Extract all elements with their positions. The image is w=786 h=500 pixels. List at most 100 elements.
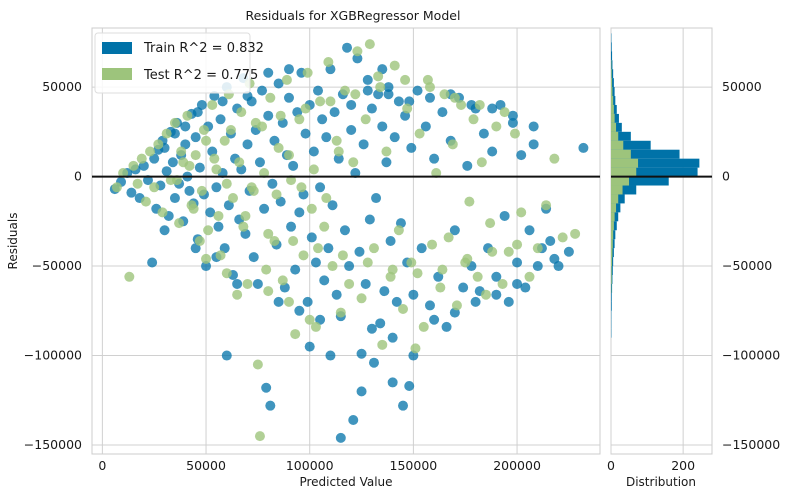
train-point xyxy=(424,300,435,311)
train-point xyxy=(466,99,477,110)
train-point xyxy=(408,289,419,300)
test-point xyxy=(410,343,421,354)
train-point xyxy=(147,257,158,268)
test-point xyxy=(418,321,429,332)
x-axis-title: Predicted Value xyxy=(299,475,392,489)
train-point xyxy=(205,207,216,218)
test-point xyxy=(319,221,330,232)
test-point xyxy=(451,300,462,311)
train-point xyxy=(192,107,203,118)
train-point xyxy=(209,91,220,102)
legend-train-r2: R^2 = 0.832 xyxy=(179,41,264,56)
train-point xyxy=(215,114,226,125)
test-point xyxy=(503,246,514,257)
test-point xyxy=(238,221,249,232)
train-point xyxy=(491,271,502,282)
train-point xyxy=(512,257,523,268)
histogram-test-bar xyxy=(611,167,637,177)
train-point xyxy=(313,85,324,96)
histogram-train-bar xyxy=(611,167,698,177)
train-point xyxy=(437,107,448,118)
train-point xyxy=(180,121,191,132)
test-point xyxy=(213,210,224,221)
legend-test-name: Test xyxy=(143,68,170,83)
train-point xyxy=(358,139,369,150)
histogram-y-tick-label: −150000 xyxy=(722,437,780,452)
train-point xyxy=(217,96,228,107)
test-point xyxy=(227,193,238,204)
test-point xyxy=(310,321,321,332)
train-point xyxy=(194,162,205,173)
train-point xyxy=(325,350,336,361)
histogram-test-bar xyxy=(611,149,631,159)
train-point xyxy=(290,264,301,275)
train-point xyxy=(383,89,394,100)
test-point xyxy=(412,268,423,279)
x-tick-label: 200000 xyxy=(493,458,541,473)
train-point xyxy=(308,146,319,157)
test-point xyxy=(456,99,467,110)
test-point xyxy=(118,167,129,178)
test-point xyxy=(400,74,411,85)
test-point xyxy=(265,92,276,103)
test-point xyxy=(368,243,379,254)
histogram-train-bar xyxy=(611,122,622,132)
histogram-test-bar xyxy=(611,113,615,123)
train-point xyxy=(470,296,481,307)
train-point xyxy=(362,74,373,85)
legend-test-r2: R^2 = 0.775 xyxy=(174,68,259,83)
test-point xyxy=(286,175,297,186)
test-point xyxy=(254,431,265,442)
legend-train-swatch xyxy=(102,42,132,54)
train-point xyxy=(379,286,390,297)
test-point xyxy=(549,153,560,164)
train-point xyxy=(242,91,253,102)
test-point xyxy=(207,99,218,110)
histogram-test-bar xyxy=(611,158,639,168)
histogram-test-bar xyxy=(611,221,614,231)
histogram-train-bar xyxy=(611,283,613,293)
histogram-y-tick-label: 50000 xyxy=(722,79,762,94)
test-point xyxy=(294,114,305,125)
histogram-test-bar xyxy=(611,69,612,79)
histogram-test-bar xyxy=(611,248,613,258)
train-point xyxy=(528,121,539,132)
test-point xyxy=(435,282,446,293)
train-point xyxy=(201,261,212,272)
train-point xyxy=(265,400,276,411)
train-point xyxy=(368,357,379,368)
histogram-panel: 0 200 50000 0 −50000 −100000 −150000 xyxy=(607,27,780,473)
histogram-frame xyxy=(610,27,713,455)
y-axis-title: Residuals xyxy=(6,213,20,270)
train-point xyxy=(424,92,435,103)
train-point xyxy=(366,323,377,334)
train-point xyxy=(257,85,268,96)
histogram-train-bar xyxy=(611,212,619,222)
main-plot-area: 0 50000 100000 150000 200000 50000 0 −50000 −10… xyxy=(24,27,601,473)
test-point xyxy=(219,135,230,146)
train-point xyxy=(553,261,564,272)
train-point xyxy=(398,400,409,411)
train-point xyxy=(391,296,402,307)
y-tick-label: 50000 xyxy=(42,79,82,94)
histogram-train-bar xyxy=(611,51,613,61)
train-point xyxy=(323,243,334,254)
train-point xyxy=(371,193,382,204)
test-point xyxy=(271,189,282,200)
train-point xyxy=(254,157,265,168)
test-point xyxy=(190,150,201,161)
train-point xyxy=(184,185,195,196)
histogram-train-bar xyxy=(611,140,651,150)
test-points xyxy=(111,39,581,442)
histogram-train-bar xyxy=(611,158,700,168)
train-point xyxy=(321,132,332,143)
histogram-y-tick-label: 0 xyxy=(722,169,730,184)
test-point xyxy=(439,89,450,100)
train-point xyxy=(331,289,342,300)
test-point xyxy=(339,85,350,96)
test-point xyxy=(209,153,220,164)
test-point xyxy=(296,182,307,193)
train-point xyxy=(491,289,502,300)
train-point xyxy=(412,85,423,96)
test-point xyxy=(541,200,552,211)
